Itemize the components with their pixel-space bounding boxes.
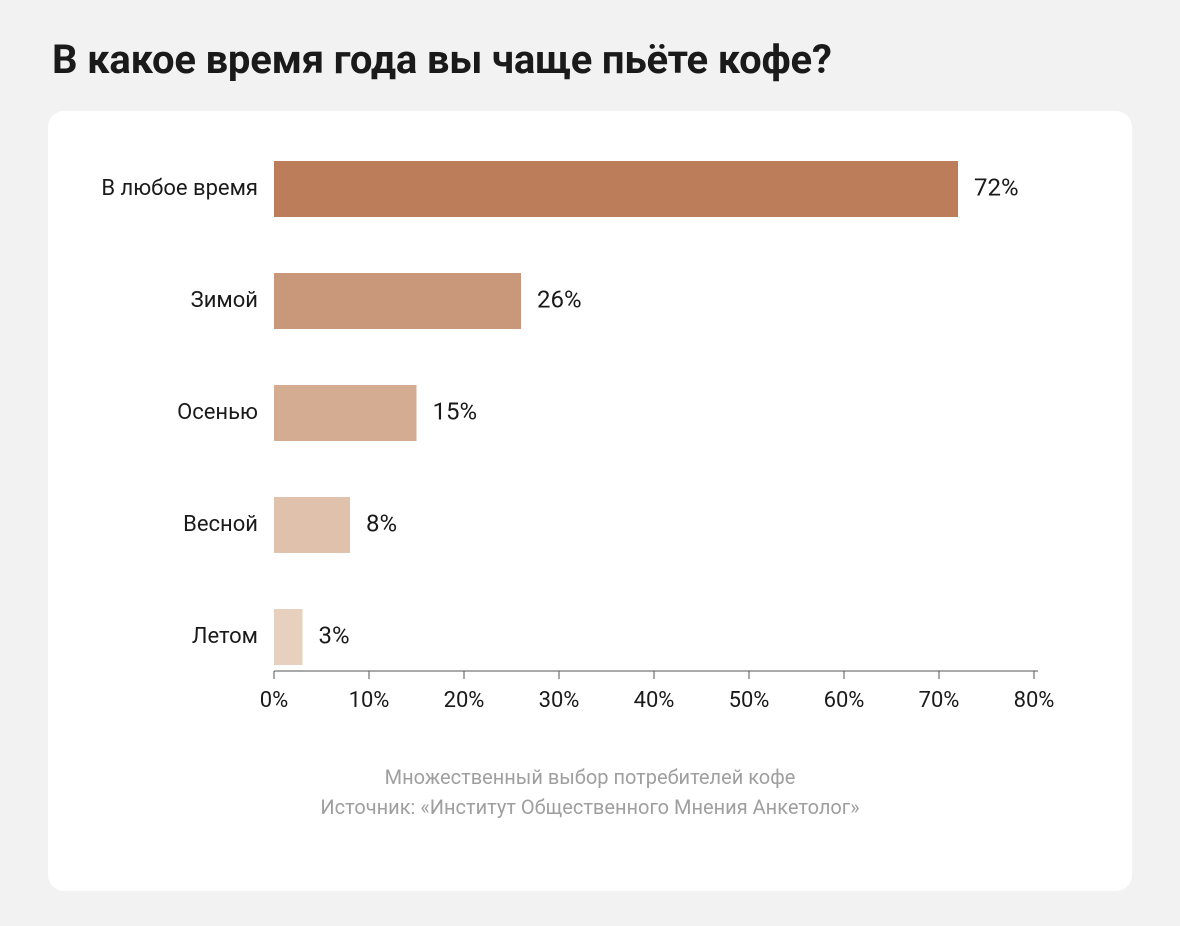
x-tick-label: 80%: [1014, 688, 1055, 713]
x-tick-label: 30%: [539, 688, 580, 713]
chart-card: В любое время 72% Зимой 26% Осенью 15% Весной 8…: [48, 111, 1132, 891]
x-tick-label: 50%: [729, 688, 770, 713]
value-label: 26%: [537, 285, 582, 313]
x-tick-label: 20%: [444, 688, 485, 713]
bar: [274, 161, 958, 217]
value-label: 72%: [974, 173, 1019, 201]
chart-footnotes: Множественный выбор потребителей кофе Ист…: [76, 765, 1104, 819]
bar: [274, 385, 417, 441]
x-tick-label: 70%: [919, 688, 960, 713]
chart-footnote: Множественный выбор потребителей кофе: [76, 765, 1104, 789]
category-label: Осенью: [177, 400, 258, 425]
bar-chart: В любое время 72% Зимой 26% Осенью 15% Весной 8…: [76, 161, 1104, 731]
x-tick-label: 0%: [260, 688, 288, 713]
x-tick-label: 40%: [634, 688, 675, 713]
bar: [274, 497, 350, 553]
value-label: 15%: [433, 397, 478, 425]
chart-title: В какое время года вы чаще пьёте кофе?: [52, 36, 1132, 83]
category-label: В любое время: [101, 176, 258, 201]
x-tick-label: 10%: [349, 688, 390, 713]
category-label: Зимой: [191, 288, 258, 313]
value-label: 8%: [366, 509, 397, 537]
bar: [274, 273, 521, 329]
category-label: Летом: [192, 624, 258, 649]
x-tick-label: 60%: [824, 688, 865, 713]
chart-footnote: Источник: «Институт Общественного Мнения…: [76, 795, 1104, 819]
value-label: 3%: [319, 621, 350, 649]
category-label: Весной: [183, 512, 258, 537]
bar: [274, 609, 303, 665]
